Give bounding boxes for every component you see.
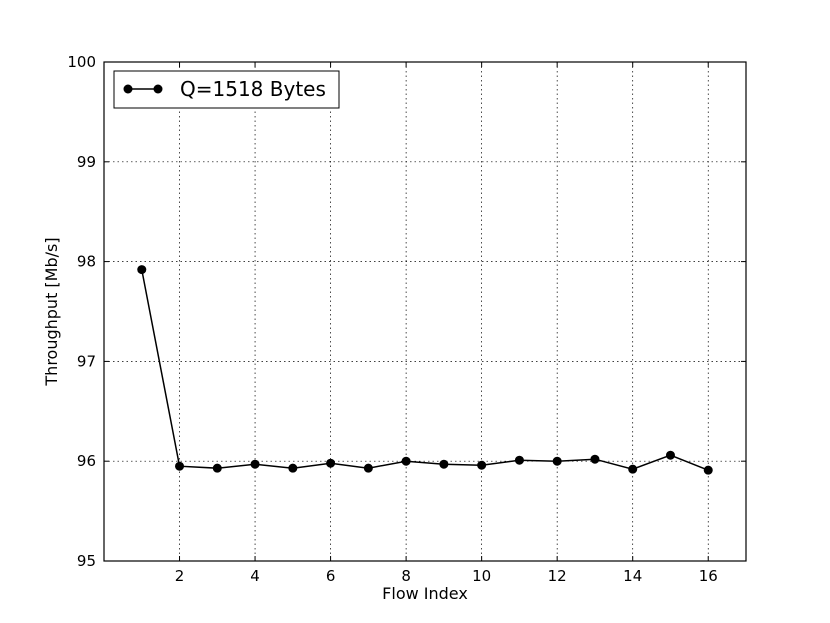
y-tick-label: 100 <box>67 53 96 71</box>
data-point <box>250 459 260 469</box>
x-tick-label: 2 <box>175 567 185 585</box>
x-tick-label: 6 <box>326 567 336 585</box>
y-tick-label: 98 <box>77 253 96 271</box>
data-point <box>212 463 222 473</box>
y-axis-label: Throughput [Mb/s] <box>42 237 61 386</box>
data-point <box>665 450 675 460</box>
legend: Q=1518 Bytes <box>113 70 340 109</box>
x-tick-label: 8 <box>401 567 411 585</box>
x-tick-label: 14 <box>623 567 642 585</box>
x-tick-label: 12 <box>548 567 567 585</box>
plot-area-frame <box>103 61 747 562</box>
data-point <box>477 460 487 470</box>
y-tick-label: 97 <box>77 352 96 370</box>
y-tick-label: 95 <box>77 552 96 570</box>
data-point <box>288 463 298 473</box>
x-tick-label: 10 <box>472 567 491 585</box>
axis-ticks: 2 4 6 8 10 12 14 16 95 96 97 98 99 100 <box>67 53 746 585</box>
data-point <box>137 265 147 275</box>
data-point <box>628 464 638 474</box>
legend-marker <box>153 84 163 94</box>
data-point <box>590 454 600 464</box>
data-point <box>175 461 185 471</box>
data-point <box>439 459 449 469</box>
x-axis-label: Flow Index <box>382 584 468 603</box>
y-tick-label: 99 <box>77 153 96 171</box>
data-point <box>552 456 562 466</box>
legend-marker <box>123 84 133 94</box>
x-tick-label: 16 <box>699 567 718 585</box>
data-point <box>401 456 411 466</box>
x-tick-label: 4 <box>250 567 260 585</box>
legend-entry-label: Q=1518 Bytes <box>180 77 326 101</box>
data-point <box>326 458 336 468</box>
data-point <box>703 465 713 475</box>
y-tick-label: 96 <box>77 452 96 470</box>
series-line <box>141 269 709 471</box>
series-group <box>137 265 713 475</box>
data-point <box>363 463 373 473</box>
data-point <box>514 455 524 465</box>
